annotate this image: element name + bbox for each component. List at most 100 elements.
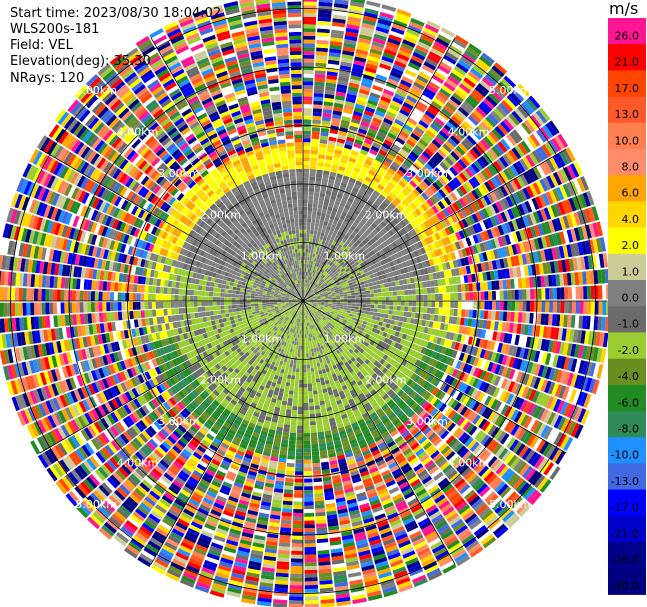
range-gate (389, 178, 398, 186)
range-gate (409, 21, 424, 31)
range-gate (305, 248, 309, 253)
range-gate (355, 298, 360, 301)
range-gate (445, 51, 459, 62)
range-gate (402, 39, 416, 48)
range-gate (317, 162, 324, 167)
range-gate (386, 153, 395, 161)
range-gate (285, 470, 295, 475)
range-gate (327, 140, 336, 146)
range-gate (468, 309, 473, 318)
range-gate (324, 272, 328, 277)
range-gate (290, 425, 297, 430)
range-gate (311, 127, 321, 132)
range-gate (294, 478, 303, 483)
range-gate (303, 183, 309, 188)
range-gate (324, 93, 335, 99)
range-gate (303, 256, 306, 261)
range-gate (338, 72, 350, 79)
range-gate (287, 455, 295, 460)
range-gate (317, 385, 322, 391)
range-gate (315, 374, 320, 379)
range-gate (308, 195, 314, 200)
range-gate (428, 81, 440, 91)
range-gate (328, 266, 333, 271)
range-gate (296, 337, 300, 342)
range-gate (324, 162, 332, 168)
range-gate (352, 236, 358, 242)
range-gate (541, 288, 546, 300)
range-gate (324, 97, 334, 103)
range-gate (298, 398, 303, 403)
range-gate (297, 410, 303, 415)
range-gate (323, 233, 329, 238)
range-gate (310, 230, 314, 235)
range-gate (326, 225, 331, 231)
range-gate (294, 379, 299, 384)
range-gate (304, 290, 306, 295)
range-gate (281, 439, 289, 444)
range-gate (303, 50, 315, 55)
range-gate (387, 132, 397, 140)
range-gate (450, 301, 455, 308)
range-gate (306, 353, 309, 358)
range-gate (340, 302, 344, 305)
range-gate (361, 313, 366, 318)
range-gate (370, 301, 375, 305)
range-gate (318, 200, 324, 205)
range-gate (303, 47, 315, 52)
range-gate (379, 180, 387, 188)
range-gate (403, 311, 408, 317)
range-gate (288, 440, 296, 445)
range-gate (304, 283, 306, 287)
range-gate (303, 100, 313, 105)
range-gate (295, 375, 300, 380)
range-gate (353, 110, 363, 117)
range-gate (307, 206, 313, 212)
range-gate (310, 226, 315, 231)
range-gate (450, 293, 455, 301)
range-gate (433, 71, 447, 81)
range-gate (349, 125, 359, 132)
range-gate (358, 212, 365, 219)
range-gate (292, 520, 303, 525)
range-gate (315, 62, 327, 68)
range-gate (311, 218, 316, 223)
range-gate (396, 285, 401, 291)
range-gate (352, 114, 362, 121)
range-gate (404, 301, 409, 306)
range-gate (387, 37, 401, 46)
range-gate (297, 417, 303, 422)
range-gate (313, 196, 319, 201)
range-gate (303, 402, 309, 407)
range-gate (345, 97, 356, 104)
range-gate (330, 211, 337, 217)
range-gate (317, 28, 330, 34)
range-gate (364, 138, 373, 146)
range-gate (359, 169, 368, 176)
range-gate (303, 334, 305, 339)
range-gate (400, 163, 410, 171)
range-gate (324, 159, 332, 165)
range-gate (346, 23, 360, 30)
range-gate (347, 210, 354, 216)
range-gate (381, 4, 397, 12)
range-gate (411, 289, 416, 295)
range-gate (319, 235, 324, 241)
range-gate (303, 353, 306, 358)
range-gate (336, 221, 342, 227)
range-gate (455, 62, 469, 74)
range-gate (346, 164, 354, 171)
range-gate (339, 241, 345, 247)
range-gate (396, 169, 405, 177)
range-gate (564, 287, 569, 300)
range-gate (297, 414, 303, 419)
range-gate (354, 292, 359, 296)
range-gate (336, 87, 347, 94)
range-gate (306, 233, 310, 238)
range-gate (351, 306, 356, 309)
range-gate (429, 314, 435, 321)
range-gate (414, 104, 426, 113)
range-gate (445, 308, 451, 316)
range-gate (304, 290, 307, 295)
range-gate (432, 44, 446, 54)
